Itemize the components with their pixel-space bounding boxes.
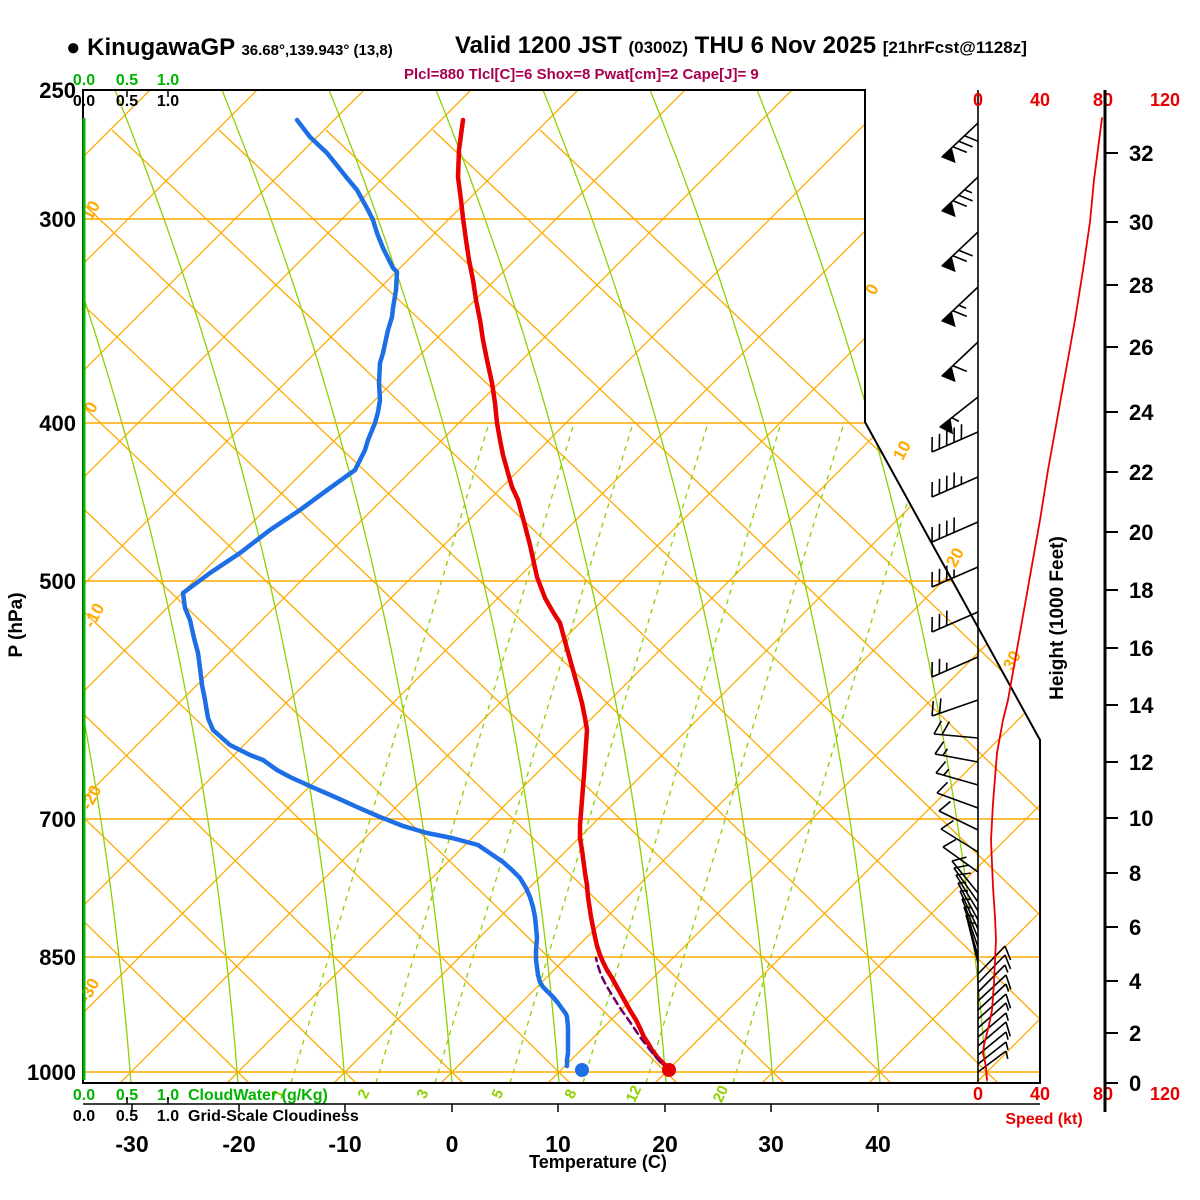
svg-text:1.0: 1.0 xyxy=(157,72,179,89)
svg-text:0: 0 xyxy=(446,1131,459,1157)
svg-text:-20: -20 xyxy=(77,782,105,813)
svg-text:0.5: 0.5 xyxy=(116,1108,138,1125)
svg-text:-30: -30 xyxy=(75,975,103,1006)
svg-text:1.0: 1.0 xyxy=(157,1108,179,1125)
svg-text:-30: -30 xyxy=(115,1131,148,1157)
svg-text:0.0: 0.0 xyxy=(73,1108,95,1125)
svg-text:0.5: 0.5 xyxy=(116,1087,138,1104)
svg-text:30: 30 xyxy=(1129,210,1153,235)
svg-text:0.0: 0.0 xyxy=(73,1087,95,1104)
svg-text:120: 120 xyxy=(1150,90,1180,110)
svg-text:1.0: 1.0 xyxy=(157,1087,179,1104)
svg-text:22: 22 xyxy=(1129,460,1153,485)
station-name: KinugawaGP xyxy=(87,34,235,61)
svg-text:20: 20 xyxy=(652,1131,678,1157)
svg-text:24: 24 xyxy=(1129,400,1154,425)
svg-text:5: 5 xyxy=(488,1087,507,1102)
svg-text:12: 12 xyxy=(1129,750,1153,775)
svg-text:14: 14 xyxy=(1129,693,1154,718)
svg-text:P (hPa): P (hPa) xyxy=(6,592,27,657)
svg-text:16: 16 xyxy=(1129,636,1153,661)
svg-text:10: 10 xyxy=(1129,806,1153,831)
svg-text:32: 32 xyxy=(1129,141,1153,166)
zulu-time: (0300Z) xyxy=(628,38,688,57)
svg-text:4: 4 xyxy=(1129,969,1142,994)
forecast-tag: [21hrFcst@1128z] xyxy=(882,38,1027,57)
svg-text:40: 40 xyxy=(1030,1084,1050,1104)
svg-text:Speed (kt): Speed (kt) xyxy=(1005,1111,1082,1128)
svg-text:6: 6 xyxy=(1129,915,1141,940)
svg-text:3: 3 xyxy=(413,1087,432,1102)
svg-text:250: 250 xyxy=(39,78,76,103)
svg-text:0.0: 0.0 xyxy=(73,72,95,89)
svg-text:8: 8 xyxy=(561,1087,580,1102)
svg-text:Height (1000 Feet): Height (1000 Feet) xyxy=(1047,536,1068,700)
svg-text:120: 120 xyxy=(1150,1084,1180,1104)
svg-text:10: 10 xyxy=(545,1131,571,1157)
svg-text:CloudWater (g/Kg): CloudWater (g/Kg) xyxy=(188,1087,328,1104)
svg-text:0.5: 0.5 xyxy=(116,93,138,110)
svg-text:2: 2 xyxy=(354,1087,373,1102)
svg-text:26: 26 xyxy=(1129,335,1153,360)
svg-text:12: 12 xyxy=(623,1083,645,1105)
svg-text:0: 0 xyxy=(973,1084,983,1104)
svg-text:10: 10 xyxy=(889,438,915,464)
svg-text:Temperature (C): Temperature (C) xyxy=(529,1152,667,1172)
svg-text:300: 300 xyxy=(39,207,76,232)
svg-text:80: 80 xyxy=(1093,1084,1113,1104)
svg-text:400: 400 xyxy=(39,411,76,436)
valid-time: Valid 1200 JST xyxy=(455,32,622,59)
svg-text:0: 0 xyxy=(1129,1071,1141,1096)
svg-text:700: 700 xyxy=(39,807,76,832)
svg-text:28: 28 xyxy=(1129,273,1153,298)
svg-text:1000: 1000 xyxy=(27,1060,76,1085)
sounding-indices: Plcl=880 Tlcl[C]=6 Shox=8 Pwat[cm]=2 Cap… xyxy=(404,66,759,83)
svg-text:850: 850 xyxy=(39,945,76,970)
svg-text:30: 30 xyxy=(758,1131,784,1157)
svg-text:Grid-Scale Cloudiness: Grid-Scale Cloudiness xyxy=(188,1108,359,1125)
valid-time-title: Valid 1200 JST (0300Z) THU 6 Nov 2025 [2… xyxy=(455,32,1027,60)
station-coords: 36.68°,139.943° (13,8) xyxy=(241,42,393,59)
svg-text:40: 40 xyxy=(1030,90,1050,110)
svg-text:1.0: 1.0 xyxy=(157,93,179,110)
svg-text:0.0: 0.0 xyxy=(73,93,95,110)
svg-text:20: 20 xyxy=(1129,520,1153,545)
svg-text:0.5: 0.5 xyxy=(116,72,138,89)
svg-text:8: 8 xyxy=(1129,861,1141,886)
svg-text:0: 0 xyxy=(973,90,983,110)
station-title: ● KinugawaGP 36.68°,139.943° (13,8) xyxy=(66,34,393,62)
chart-header: ● KinugawaGP 36.68°,139.943° (13,8) Vali… xyxy=(0,0,1200,90)
svg-text:30: 30 xyxy=(999,648,1025,674)
svg-text:2: 2 xyxy=(1129,1021,1141,1046)
svg-text:500: 500 xyxy=(39,569,76,594)
svg-text:18: 18 xyxy=(1129,578,1153,603)
station-bullet-icon: ● xyxy=(66,34,81,61)
svg-text:20: 20 xyxy=(710,1083,732,1105)
valid-date: THU 6 Nov 2025 xyxy=(694,32,877,59)
svg-text:-20: -20 xyxy=(222,1131,255,1157)
svg-text:80: 80 xyxy=(1093,90,1113,110)
svg-text:40: 40 xyxy=(865,1131,891,1157)
svg-text:-10: -10 xyxy=(328,1131,361,1157)
